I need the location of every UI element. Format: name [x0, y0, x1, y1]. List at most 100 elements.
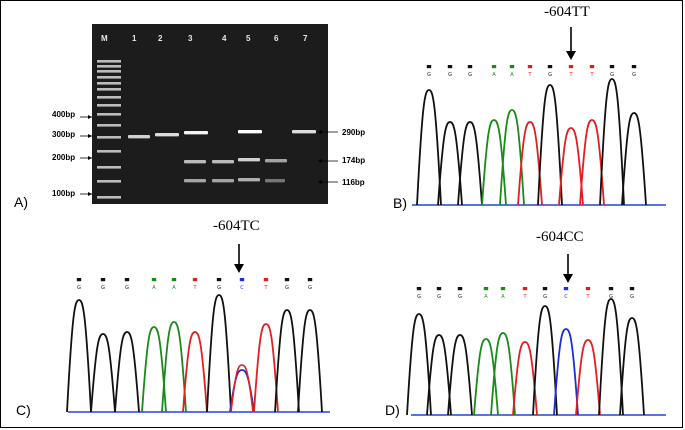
- ladder-band: [97, 70, 121, 73]
- chromatogram-d-base-letter: G: [437, 294, 441, 300]
- variant-arrow-c-head: [234, 264, 244, 273]
- chromatogram-c-base-marker: [263, 278, 269, 282]
- chromatogram-b-base-letter: T: [589, 72, 594, 78]
- chromatogram-d-base-letter: A: [501, 294, 505, 300]
- gel-band: [265, 159, 287, 163]
- ladder-arrowhead: [88, 134, 92, 138]
- gel-band: [292, 130, 316, 134]
- chromatogram-c-peak: [297, 309, 323, 413]
- title-d: -604CC: [536, 229, 584, 245]
- chromatogram-b-base-letter: G: [448, 72, 452, 78]
- chromatogram-c-base-letter: A: [172, 285, 176, 291]
- chromatogram-d-base-marker: [416, 287, 422, 291]
- chromatogram-d-peak: [512, 341, 538, 416]
- chromatogram-c-base-letter: A: [152, 285, 156, 291]
- chromatogram-d-base-marker: [542, 287, 548, 291]
- lane-label-3: 3: [188, 34, 193, 43]
- chromatogram-b-base-marker: [547, 65, 553, 69]
- gel-band: [238, 158, 260, 162]
- chromatogram-b-base-letter: T: [527, 72, 532, 78]
- chromatogram-b-base-letter: G: [610, 72, 614, 78]
- chromatogram-c-peak: [253, 323, 279, 413]
- chromatogram-c-peak: [206, 294, 232, 413]
- chromatogram-d-base-marker: [608, 287, 614, 291]
- chromatogram-d-peak: [598, 298, 624, 416]
- chromatogram-d-peak: [575, 339, 601, 416]
- chromatogram-d-base-letter: T: [585, 294, 590, 300]
- chromatogram-b-base-marker: [527, 65, 533, 69]
- band-label-174: 174bp: [342, 156, 366, 165]
- ladder-label-400: 400bp: [52, 110, 76, 119]
- ladder-arrowhead: [88, 192, 92, 196]
- chromatogram-b-peak: [437, 121, 463, 206]
- chromatogram-d-base-marker: [629, 287, 635, 291]
- chromatogram-b-base-letter: A: [492, 72, 496, 78]
- chromatogram-d-base-letter: T: [522, 294, 527, 300]
- chromatogram-c-base-letter: G: [77, 285, 81, 291]
- chromatogram-b-base-marker: [568, 65, 574, 69]
- chromatogram-b-peak: [579, 119, 605, 206]
- chromatogram-d-base-letter: G: [630, 294, 634, 300]
- ladder-band: [97, 82, 121, 85]
- chromatogram-d-base-marker: [585, 287, 591, 291]
- title-b: -604TT: [544, 4, 590, 20]
- chromatogram-c-base-marker: [151, 278, 157, 282]
- ladder-band: [97, 65, 121, 68]
- gel-band: [155, 133, 179, 137]
- band-arrowhead: [318, 130, 322, 134]
- gel-band: [184, 179, 206, 183]
- chromatogram-b-base-letter: G: [468, 72, 472, 78]
- chromatogram-b-base-letter: A: [510, 72, 514, 78]
- chromatogram-b-base-marker: [589, 65, 595, 69]
- chromatogram-d-base-marker: [500, 287, 506, 291]
- chromatogram-d-base-marker: [522, 287, 528, 291]
- chromatogram-c-peak: [141, 326, 167, 413]
- chromatogram-c-base-marker: [192, 278, 198, 282]
- chromatogram-c-peak: [66, 299, 92, 413]
- chromatogram-b-base-letter: G: [427, 72, 431, 78]
- chromatogram-d-peak: [447, 334, 473, 416]
- ladder-arrowhead: [88, 156, 92, 160]
- chromatogram-b-base-letter: G: [632, 72, 636, 78]
- ladder-band: [97, 88, 121, 91]
- chromatogram-b-base-marker: [447, 65, 453, 69]
- chromatogram-c-base-marker: [307, 278, 313, 282]
- chromatogram-b-peak: [499, 109, 525, 206]
- chromatogram-d-base-marker: [483, 287, 489, 291]
- chromatogram-d-base-marker: [436, 287, 442, 291]
- chromatogram-c-base-letter: G: [308, 285, 312, 291]
- chromatogram-c-peak: [161, 321, 187, 413]
- chromatogram-b-peak: [416, 89, 442, 206]
- band-arrowhead: [318, 159, 322, 163]
- chromatogram-b-peak: [537, 84, 563, 206]
- chromatogram-c-base-letter: T: [192, 285, 197, 291]
- chromatogram-c-base-marker: [239, 278, 245, 282]
- chromatogram-b-base-letter: G: [548, 72, 552, 78]
- ladder-band: [97, 96, 121, 99]
- ladder-label-100: 100bp: [52, 189, 76, 198]
- ladder-band: [97, 180, 121, 183]
- panel-label-a: A): [14, 194, 28, 210]
- gel-band: [184, 131, 208, 135]
- chromatogram-b-base-marker: [426, 65, 432, 69]
- chromatogram-c-base-letter: G: [217, 285, 221, 291]
- chromatogram-c-base-marker: [124, 278, 130, 282]
- chromatogram-d-base-letter: G: [543, 294, 547, 300]
- gel-band: [265, 179, 285, 183]
- chromatogram-c-base-marker: [284, 278, 290, 282]
- lane-label-m: M: [101, 34, 108, 43]
- ladder-band: [97, 196, 121, 199]
- variant-arrow-b-head: [566, 51, 576, 60]
- chromatogram-d-base-marker: [563, 287, 569, 291]
- lane-label-2: 2: [158, 34, 163, 43]
- chromatogram-d-peak: [406, 313, 432, 416]
- chromatogram-b-base-marker: [467, 65, 473, 69]
- ladder-band: [97, 166, 121, 169]
- title-c: -604TC: [213, 218, 260, 234]
- lane-label-7: 7: [303, 34, 308, 43]
- chromatogram-c-base-letter: G: [285, 285, 289, 291]
- ladder-label-300: 300bp: [52, 130, 76, 139]
- gel-band: [238, 130, 262, 134]
